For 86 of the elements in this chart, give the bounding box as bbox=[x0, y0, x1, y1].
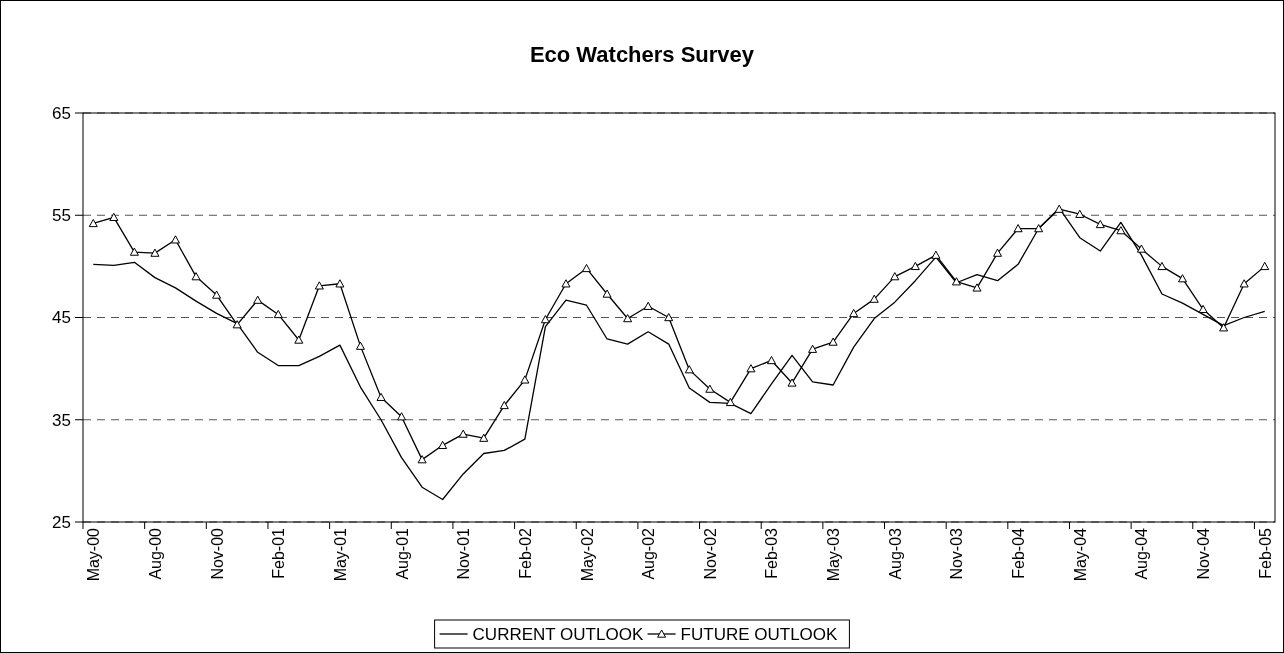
point bbox=[232, 320, 242, 329]
point bbox=[479, 433, 489, 442]
point bbox=[993, 248, 1003, 257]
point bbox=[808, 344, 818, 353]
point bbox=[828, 337, 838, 346]
point bbox=[499, 400, 509, 410]
point bbox=[1239, 279, 1249, 288]
point bbox=[766, 355, 776, 365]
x-tick-label: May-04 bbox=[1071, 527, 1089, 582]
point bbox=[746, 364, 756, 373]
x-tick-label: Feb-01 bbox=[270, 527, 288, 579]
y-tick-label: 45 bbox=[52, 308, 71, 328]
point bbox=[540, 315, 550, 324]
point bbox=[643, 301, 653, 310]
point bbox=[582, 263, 592, 273]
point bbox=[191, 272, 201, 281]
point bbox=[1157, 261, 1167, 271]
point bbox=[1054, 204, 1064, 213]
x-tick-label: Feb-05 bbox=[1256, 527, 1274, 579]
point bbox=[602, 289, 612, 298]
point bbox=[397, 412, 407, 421]
x-tick-label: Feb-03 bbox=[763, 527, 781, 579]
point bbox=[1136, 244, 1146, 253]
point bbox=[212, 290, 222, 299]
x-tick-label: May-01 bbox=[331, 527, 349, 582]
point bbox=[910, 261, 920, 271]
point bbox=[129, 247, 139, 256]
point bbox=[355, 341, 365, 350]
point bbox=[931, 250, 941, 259]
point bbox=[890, 272, 900, 281]
point bbox=[1260, 261, 1270, 271]
x-tick-label: Aug-02 bbox=[640, 527, 658, 580]
x-tick-label: Feb-02 bbox=[516, 527, 534, 579]
x-tick-label: Nov-00 bbox=[208, 527, 226, 580]
x-tick-label: Aug-04 bbox=[1133, 527, 1151, 580]
point bbox=[88, 218, 98, 228]
x-tick-label: Nov-04 bbox=[1195, 527, 1213, 580]
point bbox=[417, 455, 427, 464]
point bbox=[150, 248, 160, 257]
point bbox=[458, 429, 468, 438]
point bbox=[951, 277, 961, 286]
point bbox=[314, 281, 324, 290]
point bbox=[253, 295, 263, 304]
point bbox=[1095, 219, 1105, 229]
point bbox=[1013, 224, 1023, 233]
point bbox=[1219, 323, 1229, 332]
point bbox=[1034, 224, 1044, 233]
x-tick-label: Nov-01 bbox=[455, 527, 473, 580]
y-tick-label: 35 bbox=[52, 410, 71, 430]
point bbox=[869, 294, 879, 303]
point bbox=[520, 375, 530, 384]
point bbox=[273, 309, 283, 319]
y-tick-label: 55 bbox=[52, 206, 71, 226]
point bbox=[438, 440, 448, 450]
point bbox=[664, 313, 674, 322]
x-tick-label: Aug-03 bbox=[886, 527, 904, 580]
legend-label: FUTURE OUTLOOK bbox=[680, 624, 839, 644]
point bbox=[1116, 226, 1126, 235]
point bbox=[1178, 274, 1188, 283]
point bbox=[972, 283, 982, 292]
x-tick-label: Nov-02 bbox=[701, 527, 719, 580]
x-tick-label: Feb-04 bbox=[1010, 527, 1028, 579]
point bbox=[376, 392, 386, 401]
x-tick-label: May-00 bbox=[85, 527, 103, 582]
x-tick-label: Aug-01 bbox=[393, 527, 411, 580]
point bbox=[1075, 209, 1085, 218]
point bbox=[294, 335, 304, 344]
point bbox=[561, 279, 571, 288]
point bbox=[109, 212, 119, 221]
point bbox=[684, 365, 694, 374]
y-tick-label: 25 bbox=[52, 512, 71, 532]
point bbox=[787, 378, 797, 387]
point bbox=[725, 397, 735, 407]
x-tick-label: May-03 bbox=[825, 527, 843, 582]
x-tick-label: May-02 bbox=[578, 527, 596, 582]
point bbox=[623, 314, 633, 323]
point bbox=[170, 235, 180, 244]
x-tick-label: Aug-00 bbox=[146, 527, 164, 580]
point bbox=[849, 308, 859, 318]
legend-label: CURRENT OUTLOOK bbox=[472, 624, 644, 644]
chart-title: Eco Watchers Survey bbox=[529, 42, 755, 67]
point bbox=[1198, 304, 1208, 314]
y-tick-label: 65 bbox=[52, 103, 71, 123]
x-tick-label: Nov-03 bbox=[948, 527, 966, 580]
point bbox=[335, 279, 345, 288]
point bbox=[705, 384, 715, 393]
